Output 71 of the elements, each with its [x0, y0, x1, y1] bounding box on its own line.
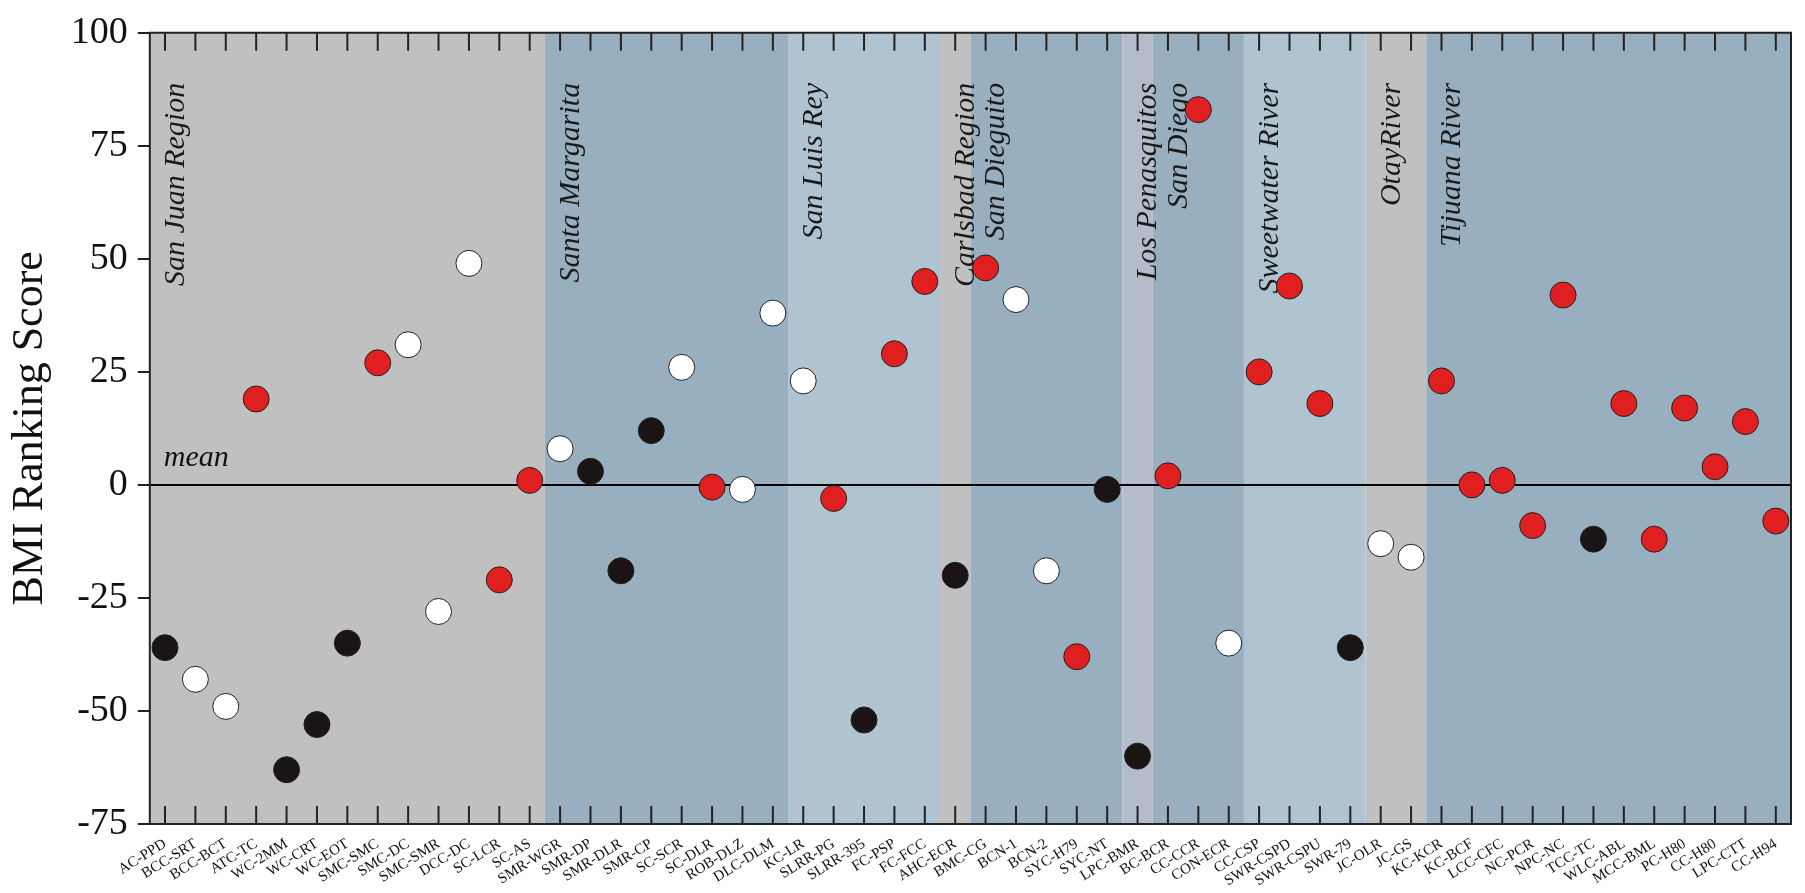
- point: [1549, 281, 1577, 309]
- point: [637, 417, 665, 445]
- point: [1276, 272, 1304, 300]
- band-label: Santa Margarita: [551, 82, 585, 283]
- point: [911, 267, 939, 295]
- band-label: Los Penasquitos: [1129, 82, 1163, 282]
- point: [820, 484, 848, 512]
- band-label: San Juan Region: [156, 82, 190, 287]
- point: [1762, 507, 1790, 535]
- point: [333, 629, 361, 657]
- point: [181, 665, 209, 693]
- point: [1701, 453, 1729, 481]
- point: [668, 353, 696, 381]
- y-tick-label: -25: [77, 573, 128, 616]
- point: [759, 299, 787, 327]
- point: [394, 331, 422, 359]
- point: [1731, 408, 1759, 436]
- band-label: Tijuana River: [1433, 82, 1467, 247]
- point: [303, 711, 331, 739]
- point: [972, 254, 1000, 282]
- band-label: San Luis Rey: [795, 82, 829, 240]
- point: [1336, 634, 1364, 662]
- point: [1488, 466, 1516, 494]
- point: [151, 634, 179, 662]
- point: [485, 566, 513, 594]
- y-tick-label: 75: [89, 121, 128, 164]
- point: [516, 466, 544, 494]
- point: [1640, 525, 1668, 553]
- point: [273, 756, 301, 784]
- point: [607, 557, 635, 585]
- point: [1245, 358, 1273, 386]
- y-tick-label: 100: [70, 8, 128, 51]
- y-tick-label: 0: [108, 460, 128, 503]
- point: [1093, 475, 1121, 503]
- point: [1124, 742, 1152, 770]
- point: [1367, 530, 1395, 558]
- point: [455, 249, 483, 277]
- y-axis-title: BMI Ranking Score: [2, 251, 52, 606]
- band-label: Sweetwater River: [1250, 82, 1284, 294]
- point: [941, 561, 969, 589]
- point: [1002, 286, 1030, 314]
- point: [789, 367, 817, 395]
- point: [1032, 557, 1060, 585]
- point: [728, 475, 756, 503]
- point: [1397, 543, 1425, 571]
- y-tick-label: -50: [77, 686, 128, 729]
- point: [1610, 390, 1638, 418]
- point: [1519, 512, 1547, 540]
- point: [242, 385, 270, 413]
- point: [698, 473, 726, 501]
- ref-line-label: mean: [163, 438, 229, 472]
- y-tick-label: 25: [89, 347, 128, 390]
- band-label: OtayRiver: [1372, 82, 1406, 207]
- point: [1671, 394, 1699, 422]
- y-tick-label: -75: [77, 799, 128, 842]
- y-tick-label: 50: [89, 234, 128, 277]
- point: [1579, 525, 1607, 553]
- band-label: Carlsbad Region: [947, 82, 981, 287]
- point: [1215, 629, 1243, 657]
- point: [1063, 643, 1091, 671]
- point: [880, 340, 908, 368]
- point: [850, 706, 878, 734]
- point: [364, 349, 392, 377]
- point: [425, 597, 453, 625]
- point: [1427, 367, 1455, 395]
- point: [212, 692, 240, 720]
- point: [576, 457, 604, 485]
- point: [1154, 462, 1182, 490]
- point: [546, 435, 574, 463]
- point: [1306, 390, 1334, 418]
- point: [1458, 471, 1486, 499]
